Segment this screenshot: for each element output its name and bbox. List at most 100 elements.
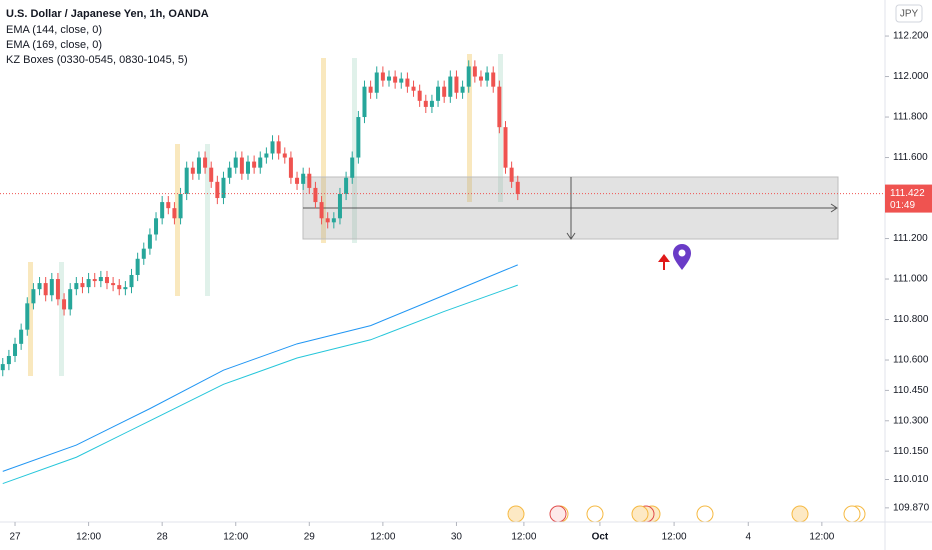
candle-body: [43, 283, 48, 296]
candle-body: [350, 157, 355, 178]
candle-body: [454, 76, 459, 93]
candle-body: [37, 283, 42, 290]
candle-body: [460, 86, 465, 93]
candle-body: [417, 90, 422, 101]
candle-body: [485, 72, 490, 81]
y-tick-label: 110.600: [893, 355, 929, 366]
candle-body: [13, 343, 18, 356]
candle-body: [380, 72, 385, 81]
candle-body: [503, 127, 508, 168]
candle-body: [252, 161, 257, 168]
y-tick-label: 110.450: [893, 385, 929, 396]
candle-body: [92, 279, 97, 282]
candle-body: [374, 72, 379, 93]
candle-body: [129, 274, 134, 288]
candle-body: [227, 167, 232, 178]
candle-body: [393, 76, 398, 83]
candle-body: [141, 248, 146, 259]
y-tick-label: 111.200: [893, 233, 928, 244]
candle-body: [74, 283, 79, 290]
last-price-label: 111.422: [890, 188, 925, 199]
candle-body: [25, 303, 30, 330]
events: [507, 505, 866, 523]
candle-body: [491, 72, 496, 87]
kz-box: [59, 262, 64, 376]
signal-arrow: [658, 254, 670, 270]
y-tick-label: 110.150: [893, 446, 929, 457]
currency-button[interactable]: [895, 4, 923, 23]
x-tick-label: 12:00: [76, 532, 101, 543]
y-tick-label: 111.000: [893, 274, 928, 285]
candle-body: [472, 66, 477, 77]
candle-body: [405, 78, 410, 87]
y-tick-label: 109.870: [893, 502, 930, 513]
candle-body: [86, 279, 91, 288]
event-icon: [549, 505, 567, 523]
candle-body: [178, 193, 183, 219]
candle-body: [497, 86, 502, 128]
candle-body: [221, 177, 226, 199]
event-icon: [696, 505, 714, 523]
candle-body: [6, 355, 11, 365]
event-icon: [631, 505, 649, 523]
x-tick-label: 29: [304, 532, 316, 543]
candle-body: [239, 157, 244, 174]
pin-dot: [678, 249, 686, 257]
candle-body: [344, 177, 349, 194]
candle-body: [307, 173, 312, 188]
candle-body: [203, 157, 208, 168]
countdown-label: 01:49: [890, 200, 915, 211]
event-icon: [843, 505, 861, 523]
x-tick-label: 12:00: [223, 532, 248, 543]
candle-body: [111, 283, 116, 286]
kz-box: [352, 58, 357, 243]
y-tick-label: 111.600: [893, 152, 928, 163]
candle-body: [80, 283, 85, 288]
candle-body: [98, 277, 103, 282]
candle-body: [258, 157, 263, 168]
legend-entry: EMA (144, close, 0): [6, 24, 102, 36]
candle-body: [356, 117, 361, 158]
x-tick-label: 12:00: [511, 532, 536, 543]
x-tick-label: 30: [451, 532, 463, 543]
candle-body: [154, 218, 159, 235]
last-price-box: [885, 184, 932, 213]
candle-body: [319, 202, 324, 219]
candle-body: [123, 287, 128, 290]
candle-body: [215, 181, 220, 199]
legend-entry: KZ Boxes (0330-0545, 0830-1045, 5): [6, 54, 188, 66]
location-pin: [673, 244, 691, 270]
kz-box: [467, 54, 472, 202]
candle-body: [387, 76, 392, 81]
x-tick-label: 12:00: [662, 532, 687, 543]
candle-body: [325, 218, 330, 223]
event-icon: [791, 505, 809, 523]
candle-body: [282, 153, 287, 158]
candle-body: [276, 141, 281, 154]
x-tick-label: Oct: [592, 532, 609, 543]
candle-body: [196, 157, 201, 174]
y-tick-label: 111.800: [893, 112, 928, 123]
currency-label[interactable]: JPY: [900, 9, 919, 20]
candle-body: [68, 289, 73, 310]
candle-body: [399, 78, 404, 83]
y-tick-label: 112.000: [893, 71, 929, 82]
candle-body: [166, 202, 171, 209]
ema-line: [2, 264, 518, 472]
x-tick-label: 28: [157, 532, 169, 543]
x-tick-label: 12:00: [370, 532, 395, 543]
y-tick-label: 112.200: [893, 31, 929, 42]
ema-line: [2, 284, 518, 485]
candle-body: [509, 167, 514, 182]
candle-body: [436, 86, 441, 101]
legend-entry: EMA (169, close, 0): [6, 39, 102, 51]
kz-box: [498, 54, 503, 202]
candle-body: [117, 285, 122, 290]
event-icon: [586, 505, 604, 523]
candle-body: [411, 86, 416, 91]
candle-body: [55, 279, 60, 300]
candle-body: [301, 173, 306, 184]
candle-body: [190, 167, 195, 174]
